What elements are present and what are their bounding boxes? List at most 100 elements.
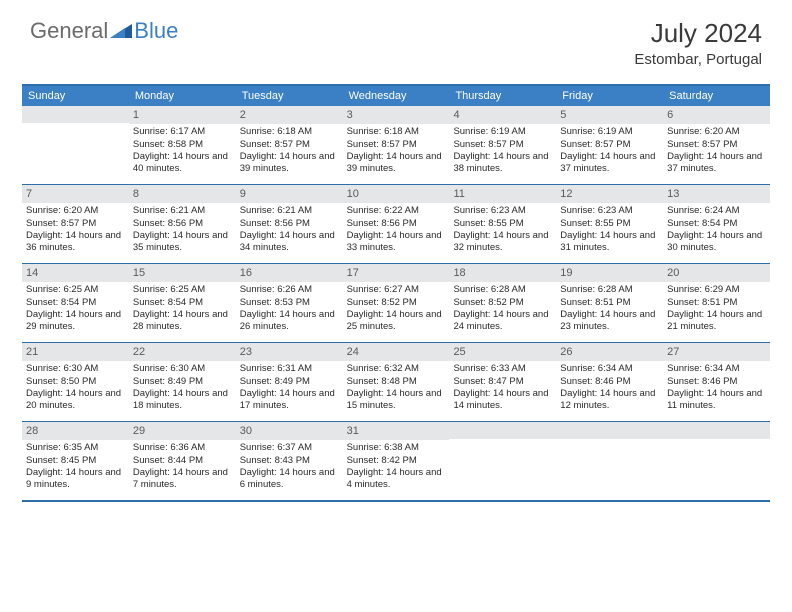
day-header-sunday: Sunday	[22, 86, 129, 106]
day-cell: 11Sunrise: 6:23 AMSunset: 8:55 PMDayligh…	[449, 185, 556, 263]
day-cell: 24Sunrise: 6:32 AMSunset: 8:48 PMDayligh…	[343, 343, 450, 421]
daylight-text: Daylight: 14 hours and 17 minutes.	[240, 388, 339, 413]
day-content: Sunrise: 6:30 AMSunset: 8:50 PMDaylight:…	[22, 361, 129, 416]
day-content: Sunrise: 6:28 AMSunset: 8:51 PMDaylight:…	[556, 282, 663, 337]
day-content: Sunrise: 6:25 AMSunset: 8:54 PMDaylight:…	[129, 282, 236, 337]
sunrise-text: Sunrise: 6:37 AM	[240, 442, 339, 454]
day-cell: 1Sunrise: 6:17 AMSunset: 8:58 PMDaylight…	[129, 106, 236, 184]
day-number	[449, 422, 556, 439]
day-cell: 6Sunrise: 6:20 AMSunset: 8:57 PMDaylight…	[663, 106, 770, 184]
daylight-text: Daylight: 14 hours and 29 minutes.	[26, 309, 125, 334]
daylight-text: Daylight: 14 hours and 15 minutes.	[347, 388, 446, 413]
daylight-text: Daylight: 14 hours and 35 minutes.	[133, 230, 232, 255]
day-content: Sunrise: 6:19 AMSunset: 8:57 PMDaylight:…	[449, 124, 556, 179]
calendar-grid: SundayMondayTuesdayWednesdayThursdayFrid…	[22, 84, 770, 502]
day-content: Sunrise: 6:28 AMSunset: 8:52 PMDaylight:…	[449, 282, 556, 337]
sunrise-text: Sunrise: 6:31 AM	[240, 363, 339, 375]
day-cell: 27Sunrise: 6:34 AMSunset: 8:46 PMDayligh…	[663, 343, 770, 421]
day-header-tuesday: Tuesday	[236, 86, 343, 106]
day-content: Sunrise: 6:24 AMSunset: 8:54 PMDaylight:…	[663, 203, 770, 258]
day-cell: 7Sunrise: 6:20 AMSunset: 8:57 PMDaylight…	[22, 185, 129, 263]
day-header-friday: Friday	[556, 86, 663, 106]
day-cell	[22, 106, 129, 184]
day-cell: 31Sunrise: 6:38 AMSunset: 8:42 PMDayligh…	[343, 422, 450, 500]
day-number: 30	[236, 422, 343, 440]
daylight-text: Daylight: 14 hours and 31 minutes.	[560, 230, 659, 255]
daylight-text: Daylight: 14 hours and 7 minutes.	[133, 467, 232, 492]
day-number: 13	[663, 185, 770, 203]
daylight-text: Daylight: 14 hours and 28 minutes.	[133, 309, 232, 334]
day-content: Sunrise: 6:25 AMSunset: 8:54 PMDaylight:…	[22, 282, 129, 337]
sunset-text: Sunset: 8:54 PM	[133, 297, 232, 309]
sunrise-text: Sunrise: 6:34 AM	[667, 363, 766, 375]
day-cell: 13Sunrise: 6:24 AMSunset: 8:54 PMDayligh…	[663, 185, 770, 263]
day-number: 18	[449, 264, 556, 282]
day-content: Sunrise: 6:33 AMSunset: 8:47 PMDaylight:…	[449, 361, 556, 416]
day-number: 22	[129, 343, 236, 361]
location-label: Estombar, Portugal	[634, 51, 762, 68]
day-number: 19	[556, 264, 663, 282]
sunrise-text: Sunrise: 6:36 AM	[133, 442, 232, 454]
daylight-text: Daylight: 14 hours and 23 minutes.	[560, 309, 659, 334]
day-number: 23	[236, 343, 343, 361]
day-content: Sunrise: 6:23 AMSunset: 8:55 PMDaylight:…	[449, 203, 556, 258]
sunset-text: Sunset: 8:49 PM	[240, 376, 339, 388]
sunset-text: Sunset: 8:56 PM	[240, 218, 339, 230]
day-content: Sunrise: 6:20 AMSunset: 8:57 PMDaylight:…	[22, 203, 129, 258]
day-cell	[556, 422, 663, 500]
day-number: 10	[343, 185, 450, 203]
day-number: 1	[129, 106, 236, 124]
day-content: Sunrise: 6:23 AMSunset: 8:55 PMDaylight:…	[556, 203, 663, 258]
daylight-text: Daylight: 14 hours and 34 minutes.	[240, 230, 339, 255]
day-number: 6	[663, 106, 770, 124]
sunset-text: Sunset: 8:58 PM	[133, 139, 232, 151]
daylight-text: Daylight: 14 hours and 36 minutes.	[26, 230, 125, 255]
logo-text-blue: Blue	[134, 18, 178, 44]
sunrise-text: Sunrise: 6:38 AM	[347, 442, 446, 454]
sunset-text: Sunset: 8:55 PM	[560, 218, 659, 230]
daylight-text: Daylight: 14 hours and 12 minutes.	[560, 388, 659, 413]
sunset-text: Sunset: 8:57 PM	[453, 139, 552, 151]
sunset-text: Sunset: 8:46 PM	[560, 376, 659, 388]
day-cell: 26Sunrise: 6:34 AMSunset: 8:46 PMDayligh…	[556, 343, 663, 421]
day-number: 25	[449, 343, 556, 361]
day-content: Sunrise: 6:31 AMSunset: 8:49 PMDaylight:…	[236, 361, 343, 416]
sunrise-text: Sunrise: 6:23 AM	[560, 205, 659, 217]
day-cell	[663, 422, 770, 500]
sunrise-text: Sunrise: 6:30 AM	[133, 363, 232, 375]
day-number	[663, 422, 770, 439]
logo-shape-icon	[110, 20, 132, 42]
sunrise-text: Sunrise: 6:17 AM	[133, 126, 232, 138]
day-content: Sunrise: 6:18 AMSunset: 8:57 PMDaylight:…	[343, 124, 450, 179]
day-cell: 19Sunrise: 6:28 AMSunset: 8:51 PMDayligh…	[556, 264, 663, 342]
daylight-text: Daylight: 14 hours and 30 minutes.	[667, 230, 766, 255]
sunset-text: Sunset: 8:52 PM	[453, 297, 552, 309]
day-cell: 30Sunrise: 6:37 AMSunset: 8:43 PMDayligh…	[236, 422, 343, 500]
day-number: 3	[343, 106, 450, 124]
sunrise-text: Sunrise: 6:25 AM	[26, 284, 125, 296]
sunset-text: Sunset: 8:51 PM	[667, 297, 766, 309]
daylight-text: Daylight: 14 hours and 18 minutes.	[133, 388, 232, 413]
day-cell: 4Sunrise: 6:19 AMSunset: 8:57 PMDaylight…	[449, 106, 556, 184]
day-cell: 14Sunrise: 6:25 AMSunset: 8:54 PMDayligh…	[22, 264, 129, 342]
sunset-text: Sunset: 8:57 PM	[240, 139, 339, 151]
week-row: 21Sunrise: 6:30 AMSunset: 8:50 PMDayligh…	[22, 343, 770, 422]
day-content: Sunrise: 6:34 AMSunset: 8:46 PMDaylight:…	[663, 361, 770, 416]
day-content: Sunrise: 6:29 AMSunset: 8:51 PMDaylight:…	[663, 282, 770, 337]
day-content: Sunrise: 6:21 AMSunset: 8:56 PMDaylight:…	[236, 203, 343, 258]
sunrise-text: Sunrise: 6:28 AM	[560, 284, 659, 296]
sunrise-text: Sunrise: 6:22 AM	[347, 205, 446, 217]
page-header: General Blue July 2024 Estombar, Portuga…	[0, 0, 792, 78]
day-number: 27	[663, 343, 770, 361]
day-number: 17	[343, 264, 450, 282]
day-cell: 18Sunrise: 6:28 AMSunset: 8:52 PMDayligh…	[449, 264, 556, 342]
sunset-text: Sunset: 8:57 PM	[667, 139, 766, 151]
day-content: Sunrise: 6:27 AMSunset: 8:52 PMDaylight:…	[343, 282, 450, 337]
sunrise-text: Sunrise: 6:28 AM	[453, 284, 552, 296]
day-cell: 10Sunrise: 6:22 AMSunset: 8:56 PMDayligh…	[343, 185, 450, 263]
day-number: 9	[236, 185, 343, 203]
day-header-row: SundayMondayTuesdayWednesdayThursdayFrid…	[22, 86, 770, 106]
day-cell: 9Sunrise: 6:21 AMSunset: 8:56 PMDaylight…	[236, 185, 343, 263]
daylight-text: Daylight: 14 hours and 21 minutes.	[667, 309, 766, 334]
day-content: Sunrise: 6:30 AMSunset: 8:49 PMDaylight:…	[129, 361, 236, 416]
